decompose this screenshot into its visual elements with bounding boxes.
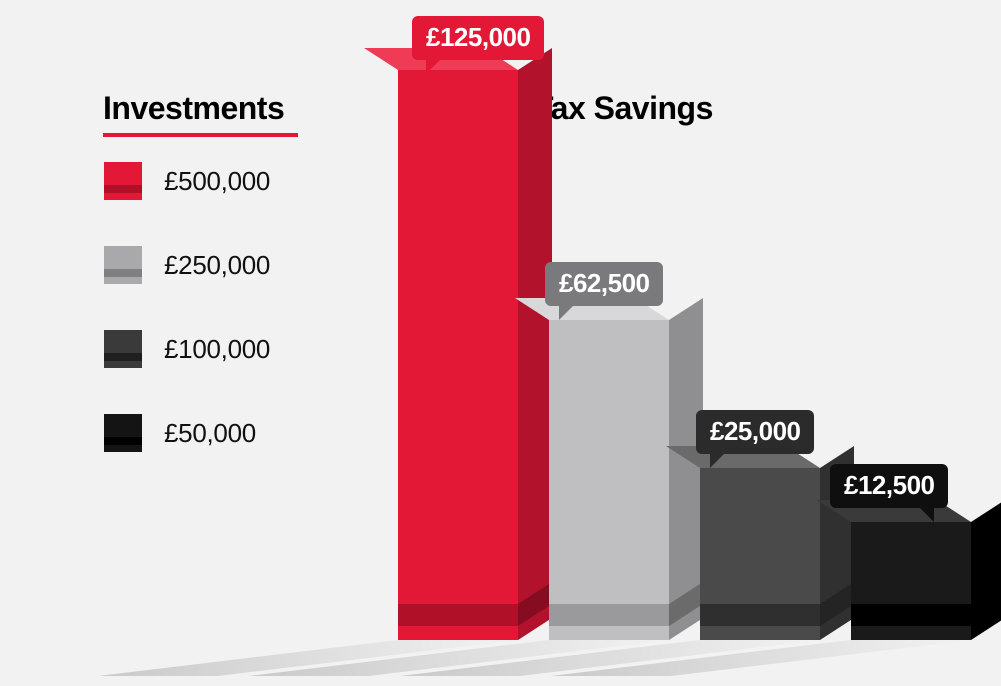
legend-item: £500,000	[104, 162, 270, 200]
stage: Investments Tax Savings £500,000 £250,000…	[0, 0, 1001, 686]
legend-label: £50,000	[164, 418, 256, 449]
legend-swatch	[104, 414, 142, 452]
legend-swatch	[104, 246, 142, 284]
legend-label: £100,000	[164, 334, 270, 365]
legend-label: £250,000	[164, 250, 270, 281]
heading-investments-text: Investments	[103, 90, 284, 126]
heading-investments-underline	[103, 133, 298, 137]
legend: £500,000 £250,000 £100,000 £50,000	[104, 162, 270, 452]
legend-item: £100,000	[104, 330, 270, 368]
legend-swatch	[104, 162, 142, 200]
legend-item: £50,000	[104, 414, 270, 452]
legend-label: £500,000	[164, 166, 270, 197]
legend-swatch	[104, 330, 142, 368]
heading-investments: Investments	[103, 90, 298, 137]
legend-item: £250,000	[104, 246, 270, 284]
heading-tax-savings: Tax Savings	[534, 90, 713, 127]
heading-tax-savings-text: Tax Savings	[534, 90, 713, 126]
